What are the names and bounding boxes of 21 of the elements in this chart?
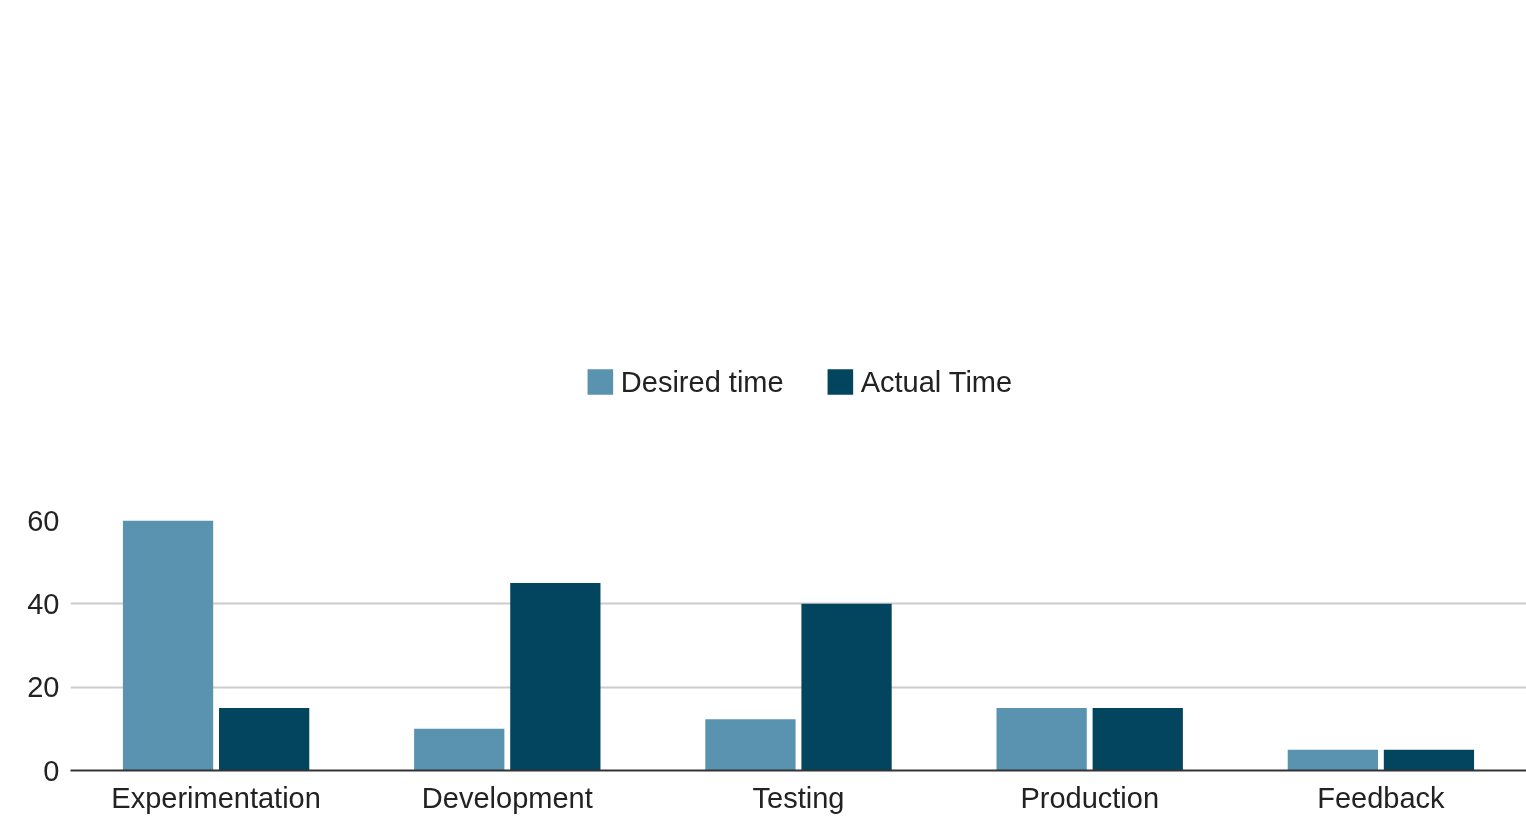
bar	[801, 603, 892, 771]
x-tick-label: Development	[421, 781, 593, 814]
y-tick-label: 20	[27, 671, 60, 704]
bar	[414, 728, 505, 771]
x-tick-label: Experimentation	[111, 781, 321, 814]
y-tick-label: 0	[43, 754, 60, 787]
bar	[219, 708, 310, 771]
x-tick-label: Feedback	[1317, 781, 1446, 814]
bar	[1383, 749, 1475, 771]
legend-label: Actual Time	[860, 365, 1013, 399]
y-tick-label: 40	[27, 587, 60, 620]
bar	[705, 719, 796, 771]
y-tick-label: 60	[27, 504, 60, 537]
bar	[1287, 749, 1378, 771]
bar	[122, 520, 214, 771]
x-tick-label: Testing	[752, 781, 845, 814]
bar	[996, 708, 1087, 771]
x-tick-label: Production	[1020, 781, 1160, 814]
bar	[1092, 708, 1183, 771]
bar	[510, 583, 601, 771]
legend-label: Desired time	[620, 365, 784, 399]
